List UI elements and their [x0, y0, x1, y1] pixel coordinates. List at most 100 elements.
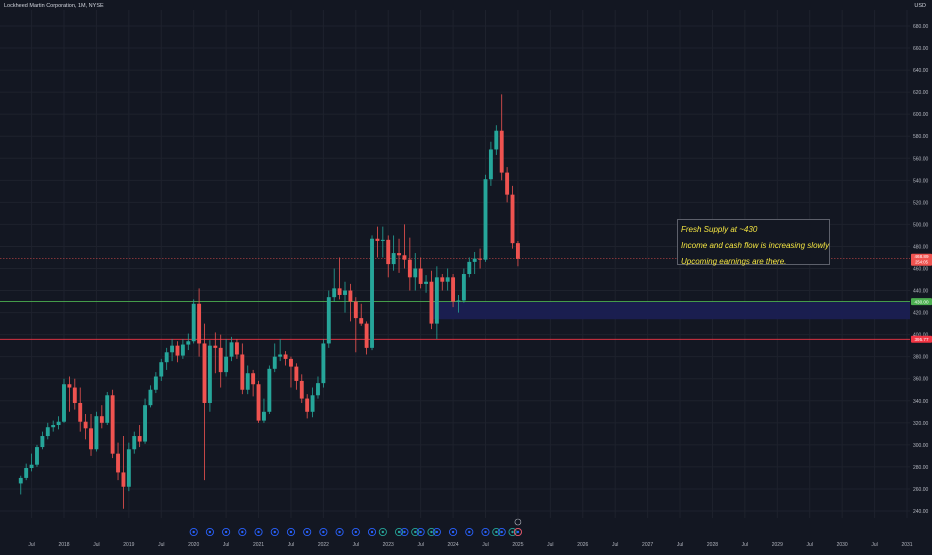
candle-up [207, 345, 212, 403]
candle-down [137, 436, 142, 442]
candle-up [434, 277, 439, 324]
candle-down [89, 428, 93, 450]
event-markers [189, 518, 522, 537]
x-tick-label: Jul [742, 542, 748, 548]
dividend-marker-icon[interactable] [427, 527, 436, 537]
y-tick-label: 380.00 [913, 355, 929, 361]
candle-down [202, 343, 207, 403]
red-level-value: 395.77 [914, 337, 928, 342]
candle-up [143, 405, 148, 442]
earnings-marker-icon[interactable] [481, 527, 490, 537]
earnings-marker-icon[interactable] [238, 527, 247, 537]
x-tick-label: 2028 [707, 542, 718, 548]
red-level-badge: 395.77 [911, 335, 932, 343]
earnings-marker-icon[interactable] [367, 527, 377, 537]
current-price-countdown: 254:05 [915, 260, 928, 265]
dividend-marker-icon[interactable] [394, 527, 404, 537]
x-tick-label: Jul [612, 542, 618, 548]
x-tick-label: Jul [353, 542, 359, 548]
candle-down [197, 303, 202, 344]
candle-up [261, 411, 266, 421]
candle-down [353, 301, 358, 319]
annotation-line-2: Income and cash flow is increasing slowl… [681, 241, 830, 250]
annotation-box[interactable]: Fresh Supply at ~430 Income and cash flo… [677, 219, 830, 266]
candle-up [332, 288, 337, 298]
x-tick-label: 2025 [512, 542, 523, 548]
earnings-marker-icon[interactable] [400, 527, 409, 537]
candle-down [110, 395, 115, 454]
candle-up [224, 356, 229, 373]
x-tick-label: 2023 [383, 542, 394, 548]
candle-down [256, 384, 261, 421]
earnings-marker-icon[interactable] [286, 527, 296, 537]
x-tick-label: 2027 [642, 542, 653, 548]
candle-up [391, 253, 396, 265]
earnings-marker-icon[interactable] [497, 527, 506, 537]
event-marker-dot [322, 530, 325, 534]
earnings-marker-icon[interactable] [432, 527, 441, 537]
y-tick-label: 440.00 [913, 289, 929, 295]
candle-down [359, 318, 364, 324]
x-tick-label: Jul [417, 542, 423, 548]
earnings-marker-icon[interactable] [303, 527, 312, 537]
x-tick-label: Jul [28, 542, 34, 548]
earnings-marker-icon[interactable] [416, 527, 425, 537]
candle-up [24, 468, 29, 478]
candle-up [35, 447, 39, 465]
earnings-marker-icon[interactable] [465, 527, 474, 537]
candle-down [478, 258, 483, 260]
earnings-marker-icon[interactable] [270, 527, 279, 537]
earnings-marker-icon[interactable] [319, 527, 328, 537]
event-marker-dot [403, 530, 406, 534]
y-tick-label: 240.00 [913, 509, 929, 515]
dividend-marker-icon[interactable] [411, 527, 420, 537]
x-tick-label: Jul [223, 542, 229, 548]
y-tick-label: 400.00 [913, 333, 929, 339]
candle-down [218, 347, 223, 373]
candle-up [180, 344, 185, 356]
earnings-marker-icon[interactable] [205, 527, 214, 537]
candle-up [229, 342, 234, 357]
candle-up [29, 464, 34, 469]
x-tick-label: Jul [93, 542, 99, 548]
candle-down [375, 238, 380, 241]
y-axis: 240.00 260.00 280.00 300.00 320.00 340.00 360.… [913, 24, 929, 515]
candle-up [191, 303, 196, 342]
event-marker-dot [224, 530, 228, 534]
earnings-marker-icon[interactable] [335, 527, 344, 537]
earnings-marker-icon[interactable] [254, 527, 263, 537]
candle-up [159, 362, 164, 377]
y-tick-label: 540.00 [913, 178, 929, 184]
candle-down [305, 398, 310, 412]
currency-label: USD [914, 3, 926, 9]
earnings-marker-icon[interactable] [189, 527, 198, 537]
event-marker-dot [511, 530, 514, 534]
y-tick-label: 500.00 [913, 222, 929, 228]
dividend-marker-icon[interactable] [492, 527, 501, 537]
candle-up [321, 343, 326, 384]
y-tick-label: 320.00 [913, 421, 929, 427]
candle-up [488, 149, 493, 180]
dividend-marker-icon[interactable] [378, 527, 387, 537]
candle-down [451, 277, 456, 302]
dividend-marker-icon[interactable] [508, 527, 517, 537]
candle-down [213, 345, 218, 348]
y-tick-label: 260.00 [913, 487, 929, 493]
earnings-marker-icon[interactable] [351, 527, 360, 537]
green-level-badge-bg [911, 298, 932, 306]
candle-up [424, 281, 429, 284]
candle-down [337, 288, 342, 295]
candle-down [83, 421, 88, 429]
event-marker-dot [241, 530, 244, 534]
x-tick-label: 2029 [772, 542, 783, 548]
x-tick-label: 2022 [318, 542, 329, 548]
candle-up [380, 239, 385, 241]
y-tick-label: 600.00 [913, 112, 929, 118]
x-tick-label: 2030 [837, 542, 848, 548]
y-tick-label: 460.00 [913, 267, 929, 273]
annotation-line-3: Upcoming earnings are there. [681, 257, 787, 266]
earnings-marker-icon[interactable] [222, 527, 231, 537]
earnings-marker-icon[interactable] [449, 527, 458, 537]
